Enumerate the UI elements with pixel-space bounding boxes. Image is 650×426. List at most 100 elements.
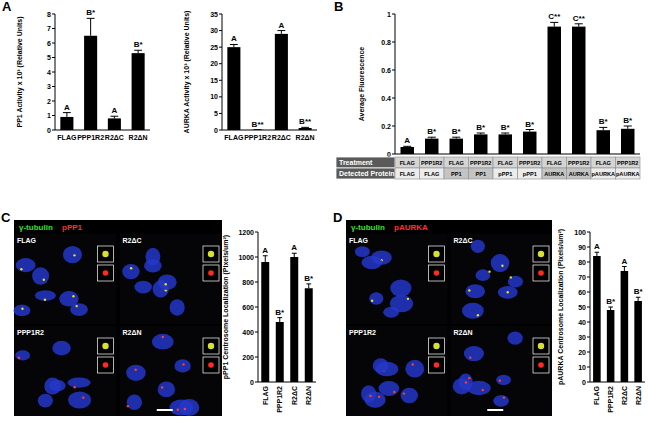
image-quadrant: R2ΔC (120, 234, 223, 324)
table-cell-text: FLAG (449, 160, 464, 166)
bar (401, 147, 414, 154)
y-tick (52, 130, 55, 131)
category-label: R2ΔC (272, 134, 291, 141)
error-cap (306, 283, 311, 284)
table-cell-text: PPP1R2 (519, 160, 540, 166)
error-line (554, 22, 555, 26)
y-tick (219, 14, 222, 15)
x-axis (590, 382, 645, 383)
nucleus (498, 286, 518, 299)
category-label: R2ΔN (129, 134, 148, 141)
bar (276, 322, 284, 382)
significance-label: A (278, 21, 284, 30)
inset-signal (538, 270, 544, 276)
centrosome (469, 356, 471, 358)
table-cell (420, 168, 445, 179)
error-line (90, 18, 91, 35)
inset (429, 357, 445, 373)
y-tick (587, 277, 590, 278)
bar (548, 27, 561, 154)
error-cap (277, 30, 285, 31)
inset-signal (434, 270, 440, 276)
error-cap (526, 129, 534, 130)
centrosome (507, 291, 509, 293)
inset (203, 338, 219, 354)
error-cap (550, 22, 558, 23)
table-cell (444, 168, 469, 179)
centrosome (127, 405, 129, 407)
y-tick-label: 1 (47, 112, 51, 119)
y-tick-label: 50 (578, 304, 586, 311)
nucleus (68, 391, 91, 408)
bar (634, 301, 642, 382)
condition-label: R2ΔN (123, 329, 142, 336)
category-label: PPP1R2 (276, 386, 283, 413)
significance-label: B* (275, 308, 285, 317)
inset (429, 246, 445, 262)
y-tick (219, 80, 222, 81)
y-tick-label: 5 (47, 54, 51, 61)
error-cap (477, 133, 485, 134)
error-cap (230, 44, 238, 45)
category-label: R2ΔC (291, 386, 298, 405)
marks (593, 252, 642, 382)
scale-bar (157, 409, 173, 411)
quadrant-background (14, 234, 117, 324)
nucleus (63, 246, 82, 263)
error-cap (636, 297, 641, 298)
centrosome (73, 386, 75, 388)
panel-label: A (2, 0, 12, 14)
y-tick (392, 70, 395, 71)
category-label: R2ΔN (305, 386, 312, 405)
inset (533, 357, 549, 373)
table-cell (542, 168, 567, 179)
error-cap (63, 112, 71, 113)
table-cell (395, 157, 420, 168)
significance-label: A (262, 246, 268, 255)
y-tick-label: 0.4 (381, 95, 391, 102)
row-header-cell (336, 168, 395, 179)
row-header-cell (336, 157, 395, 168)
nucleus (383, 307, 399, 318)
error-bar (134, 50, 142, 53)
table-cell-text: PPP1R2 (421, 160, 442, 166)
y-tick-label: 10 (578, 364, 586, 371)
significance-label: B* (86, 8, 96, 17)
bar (474, 134, 487, 154)
y-tick (219, 96, 222, 97)
bar (597, 130, 610, 154)
nucleus (49, 380, 66, 392)
significance-label: B* (476, 123, 486, 132)
centrosome (468, 377, 470, 379)
error-cap (110, 116, 118, 117)
table-cell-text: FLAG (400, 160, 415, 166)
significance-label: B* (606, 297, 616, 306)
y-tick (587, 337, 590, 338)
table-cell-text: PPP1R2 (470, 160, 491, 166)
panel-label: D (333, 210, 342, 225)
y-tick-label: 30 (578, 334, 586, 341)
significance-label: B* (304, 274, 314, 283)
nucleus (52, 341, 71, 356)
table-cell-text: AURKA (569, 171, 589, 177)
y-axis (395, 14, 396, 154)
y-tick (255, 257, 258, 258)
table-cell (591, 157, 616, 168)
error-bar (624, 126, 632, 129)
nucleus (122, 264, 139, 279)
nucleus (16, 258, 36, 272)
nucleus (70, 303, 88, 316)
table-cell-text: pAURKA (591, 171, 615, 177)
y-tick (255, 382, 258, 383)
y-tick-label: 2 (47, 98, 51, 105)
category-label: PPP1R2 (244, 134, 271, 141)
image-quadrant: R2ΔN (120, 326, 223, 416)
y-tick-label: 1200 (238, 229, 254, 236)
error-bar (526, 130, 534, 132)
y-tick (255, 357, 258, 358)
y-tick-label: 0.8 (381, 39, 391, 46)
error-cap (599, 127, 607, 128)
table-cell-text: PP1 (451, 171, 462, 177)
error-bar (110, 116, 118, 118)
image-quadrant: PPP1R2 (346, 326, 448, 416)
